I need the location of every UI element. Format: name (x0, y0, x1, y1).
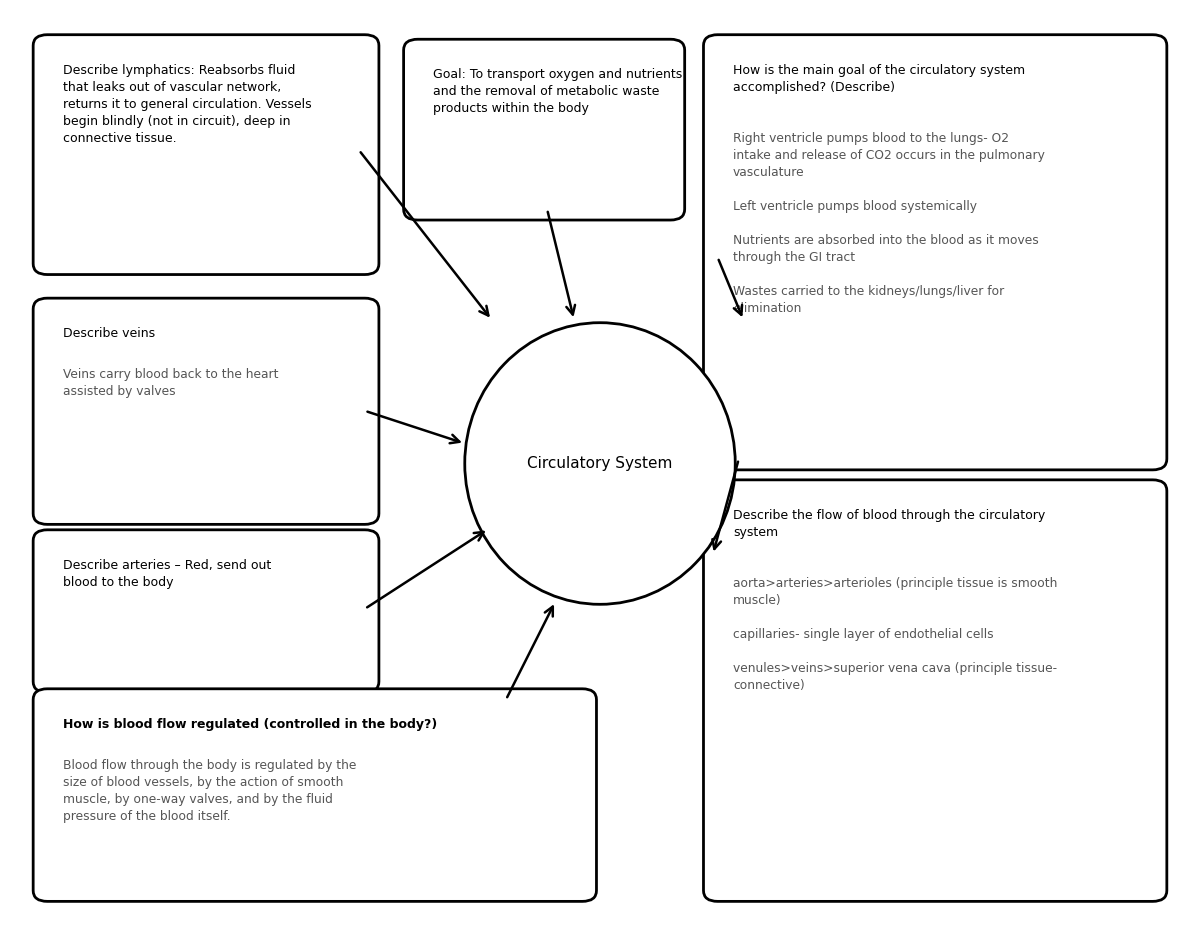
Text: Describe the flow of blood through the circulatory
system: Describe the flow of blood through the c… (733, 509, 1045, 539)
FancyBboxPatch shape (34, 34, 379, 274)
Text: Veins carry blood back to the heart
assisted by valves: Veins carry blood back to the heart assi… (62, 368, 278, 398)
FancyBboxPatch shape (703, 34, 1166, 470)
FancyBboxPatch shape (403, 39, 685, 220)
Text: Describe veins: Describe veins (62, 327, 155, 340)
Text: Describe arteries – Red, send out
blood to the body: Describe arteries – Red, send out blood … (62, 559, 271, 589)
Text: Describe lymphatics: Reabsorbs fluid
that leaks out of vascular network,
returns: Describe lymphatics: Reabsorbs fluid tha… (62, 64, 311, 145)
FancyBboxPatch shape (703, 480, 1166, 901)
FancyBboxPatch shape (34, 530, 379, 692)
Text: How is blood flow regulated (controlled in the body?): How is blood flow regulated (controlled … (62, 717, 437, 730)
Ellipse shape (464, 323, 736, 604)
Text: Goal: To transport oxygen and nutrients
and the removal of metabolic waste
produ: Goal: To transport oxygen and nutrients … (433, 69, 683, 115)
Text: How is the main goal of the circulatory system
accomplished? (Describe): How is the main goal of the circulatory … (733, 64, 1025, 94)
FancyBboxPatch shape (34, 689, 596, 901)
Text: Right ventricle pumps blood to the lungs- O2
intake and release of CO2 occurs in: Right ventricle pumps blood to the lungs… (733, 132, 1045, 315)
FancyBboxPatch shape (34, 298, 379, 525)
Text: Circulatory System: Circulatory System (527, 456, 673, 471)
Text: aorta>arteries>arterioles (principle tissue is smooth
muscle)

capillaries- sing: aorta>arteries>arterioles (principle tis… (733, 577, 1057, 692)
Text: Blood flow through the body is regulated by the
size of blood vessels, by the ac: Blood flow through the body is regulated… (62, 758, 356, 823)
